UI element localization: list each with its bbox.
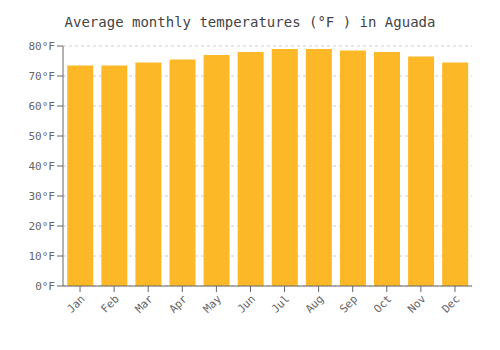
svg-text:40°F: 40°F <box>29 160 56 173</box>
svg-text:50°F: 50°F <box>29 130 56 143</box>
svg-text:Jan: Jan <box>64 292 87 315</box>
svg-text:70°F: 70°F <box>29 70 56 83</box>
svg-text:Apr: Apr <box>167 292 191 316</box>
svg-text:60°F: 60°F <box>29 100 56 113</box>
svg-text:Nov: Nov <box>405 292 429 316</box>
svg-text:Aug: Aug <box>303 292 326 315</box>
svg-text:Jun: Jun <box>235 292 258 315</box>
html-text:Average monthly temperatures (: Average monthly temperatures (°F ) in Ag… <box>64 14 436 30</box>
svg-text:Feb: Feb <box>99 292 122 315</box>
svg-text:30°F: 30°F <box>29 190 56 203</box>
svg-text:10°F: 10°F <box>29 250 56 263</box>
svg-text:Mar: Mar <box>133 292 157 316</box>
svg-text:Sep: Sep <box>337 292 360 315</box>
svg-text:80°F: 80°F <box>29 40 56 53</box>
svg-text:20°F: 20°F <box>29 220 56 233</box>
svg-text:Dec: Dec <box>439 292 462 315</box>
svg-text:Oct: Oct <box>371 292 394 315</box>
svg-text:0°F: 0°F <box>35 280 55 293</box>
svg-text:Jul: Jul <box>269 292 292 315</box>
svg-text:May: May <box>201 292 225 316</box>
